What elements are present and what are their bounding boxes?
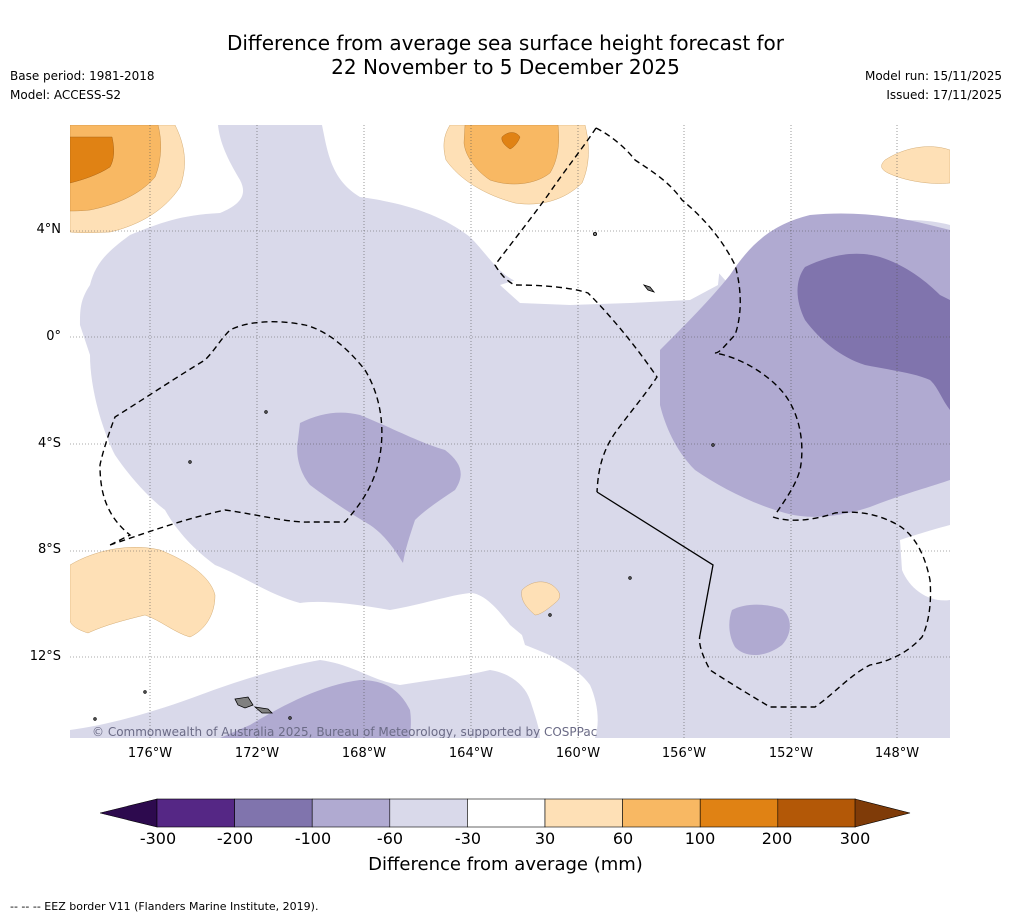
colorbar-tick: -100 [294, 829, 332, 848]
island-atoll [264, 410, 268, 414]
lon-label-164w: 164°W [448, 746, 494, 761]
lon-label-168w: 168°W [341, 746, 387, 761]
title-line-2: 22 November to 5 December 2025 [331, 55, 680, 79]
copyright-text: © Commonwealth of Australia 2025, Bureau… [92, 725, 597, 738]
colorbar [100, 798, 911, 828]
lon-label-172w: 172°W [234, 746, 280, 761]
sea-surface-height-map: © Commonwealth of Australia 2025, Bureau… [70, 125, 950, 738]
lat-label-4s: 4°S [37, 436, 61, 451]
lon-label-160w: 160°W [555, 746, 601, 761]
lat-label-4n: 4°N [36, 222, 62, 237]
colorbar-tick: -60 [376, 829, 404, 848]
island-atoll [93, 717, 97, 721]
colorbar-tick: 30 [534, 829, 556, 848]
region-minus-100-to-200 [797, 253, 950, 410]
title-line-1: Difference from average sea surface heig… [226, 31, 785, 55]
colorbar-tick: 300 [839, 829, 871, 848]
colorbar-cell [234, 798, 313, 828]
colorbar-cell [389, 798, 468, 828]
model-text: Model: ACCESS-S2 [10, 88, 122, 102]
eez-solid-border [596, 491, 714, 636]
island-kiritimati [642, 284, 656, 293]
colorbar-cell [311, 798, 391, 828]
base-period-text: Base period: 1981-2018 [10, 69, 155, 83]
colorbar-tick: 60 [612, 829, 634, 848]
colorbar-cells [156, 798, 856, 828]
colorbar-cell [544, 798, 623, 828]
colorbar-tick: -200 [216, 829, 254, 848]
issued-text: Issued: 17/11/2025 [886, 88, 1002, 102]
lat-label-12s: 12°S [29, 649, 61, 664]
island-atoll [628, 576, 632, 580]
region-plus-100-to-200 [70, 132, 521, 184]
model-run-text: Model run: 15/11/2025 [864, 69, 1002, 83]
colorbar-cell [699, 798, 779, 828]
colorbar-label: Difference from average (mm) [368, 854, 643, 875]
island-atoll [593, 232, 598, 237]
graticule [70, 125, 950, 738]
colorbar-tick: 200 [761, 829, 793, 848]
eez-footnote: -- -- -- EEZ border V11 (Flanders Marine… [10, 900, 319, 913]
colorbar-tick: 100 [684, 829, 716, 848]
lat-label-8s: 8°S [37, 542, 61, 557]
lat-label-0: 0° [46, 329, 61, 344]
eez-borders [99, 127, 932, 708]
island-upolu [253, 706, 273, 714]
island-atoll [711, 443, 715, 447]
colorbar-cell [156, 798, 235, 828]
meta-left: Base period: 1981-2018 Model: ACCESS-S2 [10, 67, 155, 105]
colorbar-tick: -30 [454, 829, 482, 848]
colorbar-cell [777, 798, 856, 828]
island-atoll [143, 690, 147, 694]
islands [93, 232, 715, 721]
chart-title: Difference from average sea surface heig… [0, 31, 1011, 79]
meta-right: Model run: 15/11/2025 Issued: 17/11/2025 [865, 67, 1002, 105]
lon-label-156w: 156°W [661, 746, 707, 761]
lon-label-176w: 176°W [127, 746, 173, 761]
lon-label-152w: 152°W [768, 746, 814, 761]
island-savaii [234, 696, 254, 709]
island-atoll [288, 716, 292, 720]
island-atoll [548, 613, 552, 617]
colorbar-cell [622, 798, 701, 828]
colorbar-under-arrow [100, 798, 158, 828]
colorbar-tick: -300 [139, 829, 177, 848]
island-atoll [188, 460, 192, 464]
lon-label-148w: 148°W [874, 746, 920, 761]
colorbar-over-arrow [854, 798, 911, 828]
colorbar-cell [467, 798, 546, 828]
